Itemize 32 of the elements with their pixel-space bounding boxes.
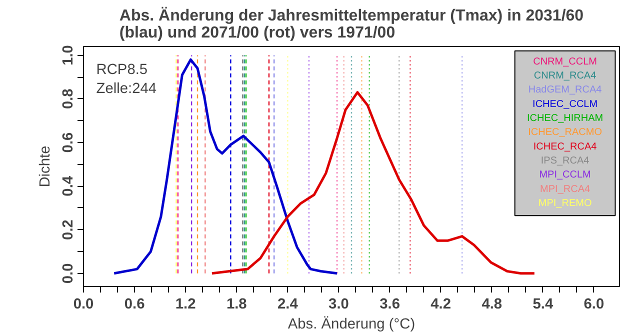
x-tick-label: 3.6 [380,296,400,312]
y-tick-label: 0.8 [60,88,76,110]
y-tick-label: 1.0 [60,45,76,66]
x-tick-label: 2.4 [278,296,299,312]
x-tick-label: 1.8 [226,296,247,312]
y-tick-label: 0.2 [60,220,76,240]
ref-line-label: ICHEC_RACMO [528,127,602,138]
ref-line-label: ICHEC_HIRHAM [526,113,604,124]
x-tick-label: 0.6 [124,296,145,312]
x-tick-label: 5.4 [532,296,554,312]
ref-line-label: MPI_REMO [538,198,592,210]
y-tick-label: 0.6 [60,132,76,153]
x-axis-title: Abs. Änderung (°C) [288,316,416,332]
x-tick-label: 1.2 [175,296,196,312]
y-axis-title: Dichte [38,146,54,188]
x-tick-label: 3.0 [328,296,349,312]
ref-line-label: HadGEM_RCA4 [528,84,602,96]
y-tick-label: 0.4 [60,175,76,196]
ref-line-label: ICHEC_RCA4 [533,141,598,152]
x-tick-label: 0.0 [73,296,94,312]
ref-line-label: CNRM_RCA4 [534,70,597,82]
ref-line-label: MPI_RCA4 [540,184,590,195]
x-tick-label: 4.2 [430,296,452,312]
ref-line-label: ICHEC_CCLM [532,98,598,110]
y-tick-label: 0.0 [60,263,76,284]
ref-line-label: CNRM_CCLM [533,56,598,68]
x-tick-label: 4.8 [482,296,502,312]
annotation: RCP8.5 Zelle:244 [96,62,157,97]
ref-line-label: IPS_RCA4 [540,156,590,167]
x-tick-label: 6.0 [584,296,604,312]
chart-title: Abs. Änderung der Jahresmitteltemperatur (Tmax) in 2031/60 (blau) und 2071/00 (rot) vers 1971/00 [119,6,584,42]
ref-line-label: MPI_CCLM [539,170,591,181]
